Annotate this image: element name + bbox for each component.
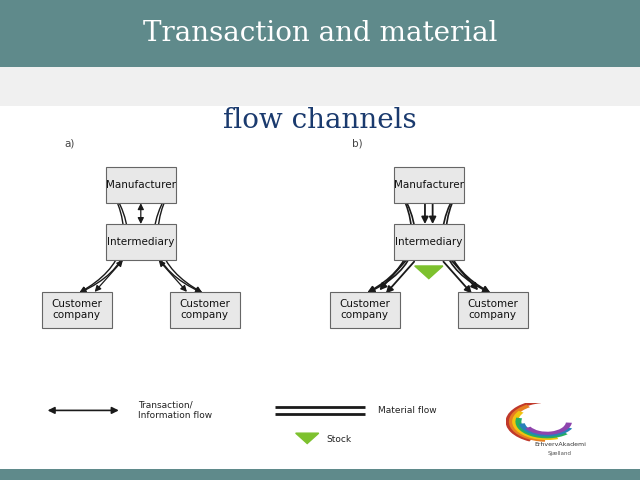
Wedge shape: [506, 400, 541, 442]
Text: Stock: Stock: [326, 435, 351, 444]
Text: flow channels: flow channels: [223, 107, 417, 133]
FancyBboxPatch shape: [106, 225, 176, 260]
Wedge shape: [525, 422, 572, 435]
Wedge shape: [512, 411, 558, 440]
Text: Material flow: Material flow: [378, 406, 436, 415]
Text: Customer
company: Customer company: [51, 299, 102, 321]
Text: Manufacturer: Manufacturer: [394, 180, 464, 190]
Wedge shape: [509, 405, 545, 442]
FancyBboxPatch shape: [42, 291, 112, 327]
Text: Transaction/
Information flow: Transaction/ Information flow: [138, 401, 212, 420]
Wedge shape: [519, 423, 572, 437]
Polygon shape: [296, 433, 319, 444]
Bar: [0, 106, 640, 134]
Polygon shape: [415, 266, 443, 278]
Bar: [0, 106, 640, 480]
Text: Transaction and material: Transaction and material: [143, 20, 497, 47]
FancyBboxPatch shape: [394, 167, 464, 203]
Bar: [0, 106, 640, 134]
FancyBboxPatch shape: [394, 225, 464, 260]
FancyBboxPatch shape: [330, 291, 400, 327]
Text: Manufacturer: Manufacturer: [106, 180, 176, 190]
Text: Sjælland: Sjælland: [548, 451, 572, 456]
Bar: [0, 469, 640, 480]
Text: Customer
company: Customer company: [179, 299, 230, 321]
FancyBboxPatch shape: [170, 291, 240, 327]
Wedge shape: [515, 418, 568, 438]
Text: ErhvervAkademi: ErhvervAkademi: [534, 442, 586, 447]
FancyBboxPatch shape: [458, 291, 528, 327]
Text: Customer
company: Customer company: [467, 299, 518, 321]
Text: Intermediary: Intermediary: [395, 238, 463, 247]
Text: b): b): [352, 139, 363, 149]
Text: a): a): [64, 139, 74, 149]
FancyBboxPatch shape: [106, 167, 176, 203]
Text: Intermediary: Intermediary: [107, 238, 175, 247]
Bar: [0, 0, 640, 67]
Text: Customer
company: Customer company: [339, 299, 390, 321]
